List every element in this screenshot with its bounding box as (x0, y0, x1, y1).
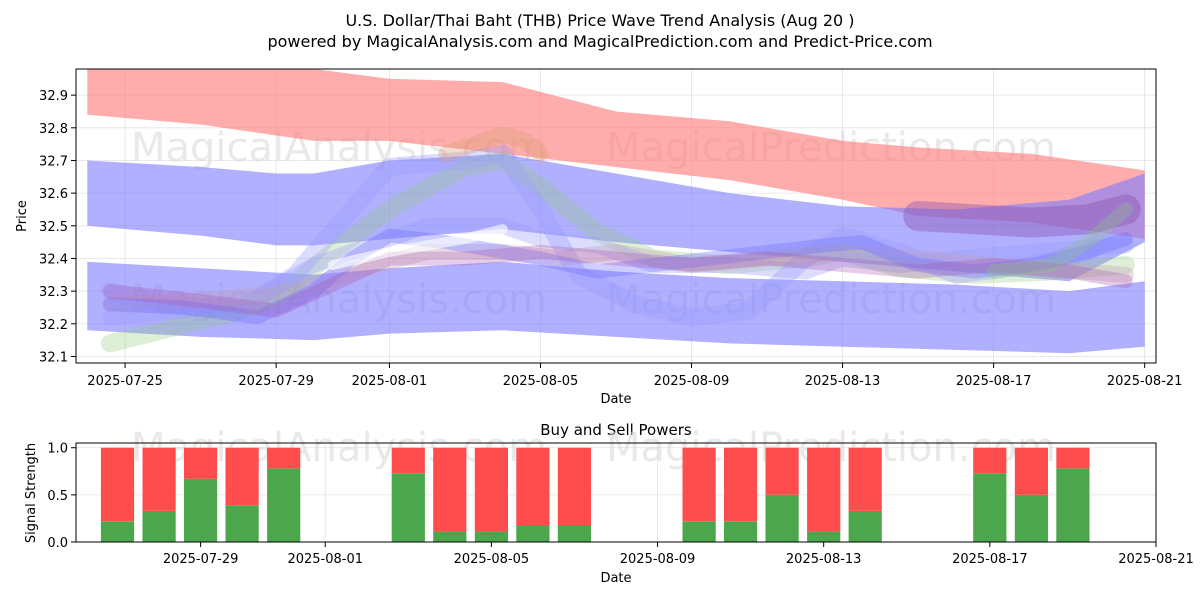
signal-x-tick-label: 2025-08-17 (952, 552, 1028, 567)
buy-bar (267, 468, 301, 542)
buy-bar (516, 526, 550, 542)
lower-blue-band (87, 261, 1145, 354)
price-x-tick-label: 2025-08-21 (1107, 374, 1183, 389)
price-wave-line (903, 194, 1141, 238)
price-y-tick-label: 32.7 (39, 154, 68, 169)
signal-x-tick-label: 2025-08-05 (454, 552, 530, 567)
sell-bar (433, 447, 467, 532)
signal-y-tick-label: 1.0 (47, 442, 68, 457)
signal-y-label: Signal Strength (24, 443, 39, 543)
sell-bar (100, 447, 135, 522)
sell-bar (557, 447, 591, 526)
buy-bar (848, 510, 882, 542)
sell-bar (973, 447, 1007, 474)
price-y-label: Price (15, 200, 30, 232)
buy-bar (142, 510, 176, 542)
signal-plot-frame (75, 442, 1157, 543)
sell-bar (184, 447, 218, 479)
buy-bar (391, 473, 425, 542)
buy-bar (1014, 494, 1048, 542)
price-wave-line (986, 202, 1133, 279)
buy-bar (724, 521, 758, 542)
price-wave-line (101, 151, 1135, 353)
price-wave-line (327, 224, 508, 270)
signal-x-label: Date (600, 571, 631, 586)
signal-plot: Buy and Sell Powers MagicalAnalysis.comM… (24, 421, 1194, 586)
signal-x-tick-label: 2025-07-29 (163, 552, 239, 567)
signal-x-axis: 2025-07-29 2025-08-01 2025-08-05 2025-08-09… (163, 542, 1194, 567)
price-plot: MagicalAnalysis.comMagicalPrediction.com… (15, 68, 1182, 407)
buy-bar (225, 505, 259, 542)
price-wave-line (438, 126, 549, 162)
buy-bar (765, 494, 799, 542)
buy-bar (973, 473, 1007, 542)
signal-x-tick-label: 2025-08-01 (287, 552, 363, 567)
sell-bar (765, 447, 799, 495)
buy-bar (474, 531, 508, 542)
sell-bar (1014, 447, 1048, 495)
price-y-tick-label: 32.6 (39, 187, 68, 202)
sell-bar (1056, 447, 1090, 469)
price-wave-line (103, 228, 1133, 325)
signal-y-tick-label: 0.0 (47, 536, 68, 551)
buy-bar (100, 521, 135, 542)
price-x-tick-label: 2025-08-13 (805, 374, 881, 389)
sell-bar (474, 447, 508, 532)
signal-bars (100, 447, 1090, 542)
price-plot-frame (75, 68, 1157, 364)
sell-bar (682, 447, 716, 522)
price-y-tick-label: 32.1 (39, 350, 68, 365)
price-x-tick-label: 2025-07-25 (87, 374, 163, 389)
signal-y-tick-label: 0.5 (47, 489, 68, 504)
price-waves (101, 126, 1141, 353)
chart-subtitle: powered by MagicalAnalysis.com and Magic… (267, 32, 932, 51)
sell-bar (225, 447, 259, 506)
signal-title: Buy and Sell Powers (540, 421, 692, 439)
signal-x-tick-label: 2025-08-09 (620, 552, 696, 567)
upper-red-band (87, 69, 1145, 239)
upper-blue-band (87, 153, 1145, 282)
buy-bar (1056, 468, 1090, 542)
chart-title: U.S. Dollar/Thai Baht (THB) Price Wave T… (345, 11, 854, 30)
price-y-tick-label: 32.9 (39, 89, 68, 104)
signal-x-tick-label: 2025-08-21 (1118, 552, 1194, 567)
price-x-tick-label: 2025-08-01 (352, 374, 428, 389)
price-wave-line (103, 244, 1133, 318)
price-wave-line (101, 144, 1135, 327)
buy-bar (433, 531, 467, 542)
buy-bar (807, 531, 841, 542)
sell-bar (142, 447, 176, 511)
signal-x-tick-label: 2025-08-13 (786, 552, 862, 567)
price-x-tick-label: 2025-08-09 (654, 374, 730, 389)
price-x-label: Date (600, 392, 631, 407)
sell-bar (807, 447, 841, 532)
sell-bar (391, 447, 425, 474)
buy-bar (184, 478, 218, 542)
price-y-axis: 32.1 32.2 32.3 32.4 32.5 32.6 32.7 32.8 32.9 (39, 89, 76, 365)
price-x-axis: 2025-07-25 2025-07-29 2025-08-01 2025-08-05… (87, 363, 1182, 389)
sell-bar (724, 447, 758, 522)
price-bands (87, 69, 1145, 354)
sell-bar (848, 447, 882, 511)
price-wave-line (102, 217, 1134, 326)
price-x-tick-label: 2025-07-29 (238, 374, 314, 389)
price-y-tick-label: 32.2 (39, 318, 68, 333)
price-x-tick-label: 2025-08-05 (503, 374, 579, 389)
price-y-tick-label: 32.3 (39, 285, 68, 300)
buy-bar (682, 521, 716, 542)
buy-bar (557, 526, 591, 542)
sell-bar (516, 447, 550, 526)
price-wave-line (102, 243, 1134, 313)
sell-bar (267, 447, 301, 469)
price-y-tick-label: 32.5 (39, 220, 68, 235)
price-y-tick-label: 32.4 (39, 252, 68, 267)
price-y-tick-label: 32.8 (39, 122, 68, 137)
price-x-tick-label: 2025-08-17 (956, 374, 1032, 389)
signal-y-axis: 0.0 0.5 1.0 (47, 442, 76, 551)
